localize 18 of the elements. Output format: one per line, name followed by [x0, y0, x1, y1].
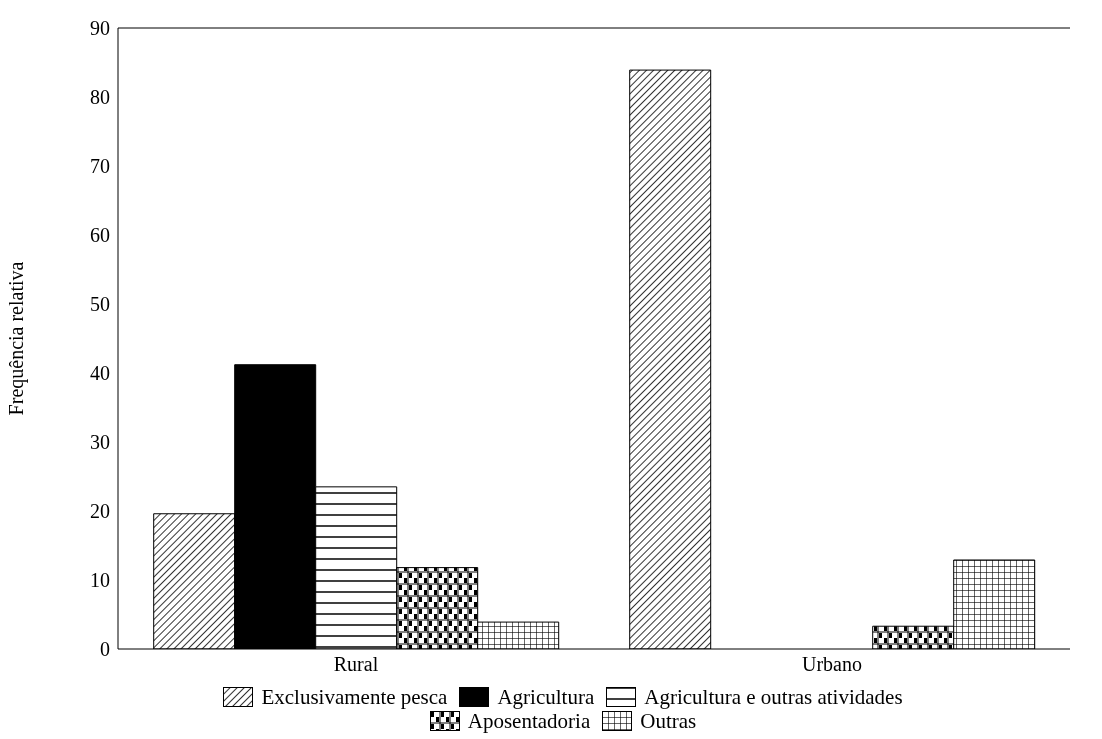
y-tick-label: 20 [90, 500, 110, 523]
x-tick-label: Rural [333, 653, 379, 676]
legend-label: Aposentadoria [466, 709, 591, 733]
legend-label: Outras [639, 709, 697, 733]
y-tick-label: 30 [90, 431, 110, 454]
y-tick-label: 40 [90, 362, 110, 385]
y-tick-label: 10 [90, 569, 110, 592]
legend-label: Agricultura [496, 685, 595, 709]
x-tick-label: Urbano [802, 653, 862, 676]
y-axis-title: Frequência relativa [5, 261, 29, 416]
y-tick-label: 60 [90, 224, 110, 247]
y-tick-label: 80 [90, 86, 110, 109]
y-tick-label: 0 [100, 638, 110, 661]
y-tick-label: 70 [90, 155, 110, 178]
legend-label: Agricultura e outras atividades [643, 685, 903, 709]
y-tick-label: 50 [90, 293, 110, 316]
legend-label: Exclusivamente pesca [260, 685, 448, 709]
y-tick-label: 90 [90, 17, 110, 40]
